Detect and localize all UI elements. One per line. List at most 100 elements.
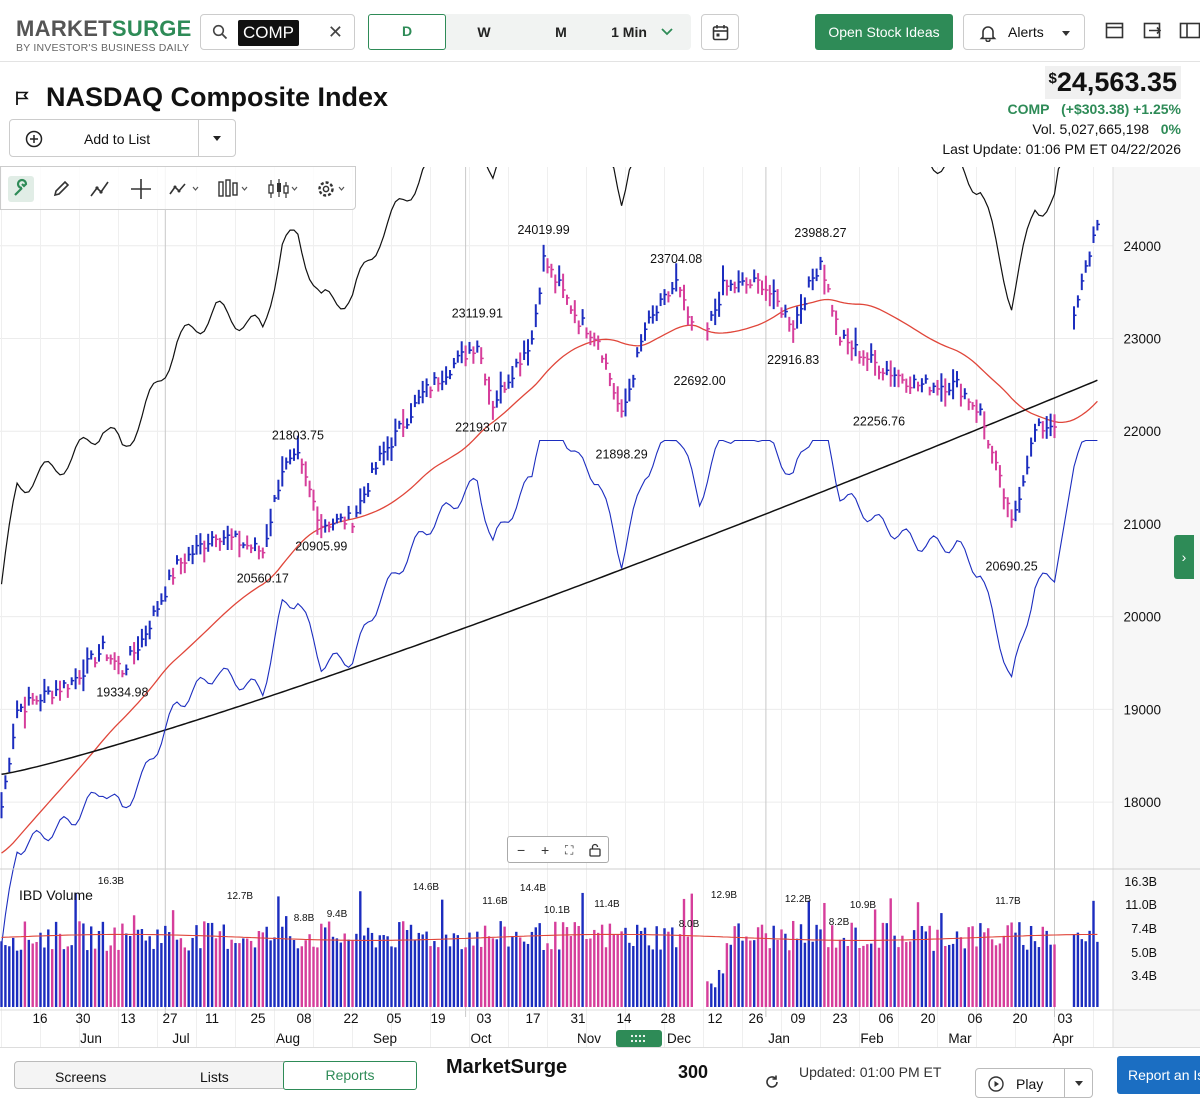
volume-bar [66, 946, 69, 1007]
grip-dot [638, 1034, 642, 1038]
volume-bar [179, 938, 183, 1007]
report-issue-button[interactable]: Report an Issue [1117, 1056, 1200, 1094]
volume-bar [339, 942, 342, 1007]
add-to-list-button[interactable]: Add to List [9, 119, 236, 157]
refresh-icon[interactable] [764, 1074, 780, 1090]
volume-bar [940, 913, 943, 1007]
period-1min-button[interactable]: 1 Min [611, 24, 647, 40]
security-name: NASDAQ Composite Index [46, 82, 389, 112]
volume-annotation-label: 11.6B [482, 896, 508, 907]
export-icon[interactable] [1143, 22, 1163, 39]
volume-bar [1037, 947, 1041, 1007]
tab-reports[interactable]: Reports [283, 1061, 417, 1090]
volume-bar [854, 927, 857, 1007]
add-to-list-dropdown-icon[interactable] [213, 136, 221, 141]
calendar-button[interactable] [701, 14, 739, 50]
chevron-down-icon[interactable] [661, 28, 673, 36]
volume-bar [522, 941, 526, 1007]
volume-bar [573, 922, 576, 1007]
fit-screen-icon[interactable]: ⛶ [565, 843, 574, 857]
logo-subtitle: BY INVESTOR'S BUSINESS DAILY [16, 42, 190, 54]
clear-search-icon[interactable]: ✕ [327, 22, 343, 42]
volume-bar [160, 943, 163, 1007]
volume-annotation-label: 12.7B [227, 891, 253, 902]
volume-bar [768, 948, 771, 1007]
zoom-out-button[interactable]: − [517, 842, 526, 858]
marketsurge-logo[interactable]: MARKETSURGE BY INVESTOR'S BUSINESS DAILY [16, 16, 192, 55]
volume-bar [19, 949, 23, 1007]
tab-lists[interactable]: Lists [200, 1069, 229, 1085]
volume-bar [1010, 922, 1013, 1007]
wrench-tool-button[interactable] [8, 176, 34, 202]
period-daily-button[interactable]: D [368, 14, 446, 50]
volume-tick-label: 7.4B [1131, 922, 1157, 936]
volume-bar [604, 947, 608, 1007]
volume-bar [413, 939, 417, 1007]
currency-symbol: $ [1048, 70, 1057, 87]
symbol-search-input[interactable]: COMP ✕ [200, 14, 355, 50]
panel-title: MarketSurge [446, 1056, 568, 1078]
volume-bar [893, 935, 896, 1007]
logo-text-market: MARKET [16, 16, 112, 41]
volume-bar [632, 945, 635, 1007]
period-weekly-button[interactable]: W [477, 24, 491, 40]
volume-bar [58, 933, 62, 1007]
volume-bar [776, 939, 779, 1007]
volume-bar [870, 943, 873, 1007]
volume-bar [171, 910, 175, 1007]
volume-bar [1033, 941, 1037, 1007]
play-dropdown-icon[interactable] [1075, 1081, 1083, 1086]
x-day-label: 20 [1012, 1011, 1027, 1026]
x-month-label: Nov [577, 1031, 601, 1046]
bar-style-tool-button[interactable] [216, 176, 248, 202]
price-tick-label: 21000 [1123, 517, 1161, 532]
zoom-in-button[interactable]: + [541, 842, 550, 858]
volume-bar [636, 924, 639, 1007]
price-chart[interactable]: 24000 23000 22000 21000 20000 19000 18000 19334… [0, 167, 1200, 1047]
volume-bar [663, 928, 666, 1007]
unlock-icon[interactable] [588, 843, 602, 857]
price-annotation-label: 19334.98 [96, 685, 148, 699]
symbol-value: COMP [238, 20, 299, 46]
volume-bar [144, 940, 147, 1007]
alerts-button[interactable]: Alerts [963, 14, 1085, 50]
volume-bar [464, 947, 467, 1007]
bottom-panel: Screens Lists Reports MarketSurge 300 Up… [0, 1047, 1200, 1098]
candles-tool-button[interactable] [266, 176, 298, 202]
volume-bar [0, 941, 3, 1007]
volume-bar [1006, 925, 1009, 1007]
play-button[interactable]: Play [975, 1068, 1093, 1098]
volume-bar [351, 940, 354, 1007]
window-icon[interactable] [1105, 22, 1124, 39]
crosshair-tool-button[interactable] [128, 176, 154, 202]
price-annotation-label: 22916.83 [767, 353, 819, 367]
settings-tool-button[interactable] [314, 176, 345, 202]
grip-dot [634, 1039, 638, 1043]
period-monthly-button[interactable]: M [555, 24, 567, 40]
tab-screens[interactable]: Screens [55, 1069, 107, 1085]
volume-bar [651, 949, 654, 1007]
volume-bar [1018, 922, 1021, 1007]
patterns-tool-button[interactable] [166, 176, 199, 202]
volume-bar [788, 950, 791, 1007]
pencil-tool-button[interactable] [48, 176, 74, 202]
x-day-label: 20 [920, 1011, 935, 1026]
grip-dot [630, 1039, 634, 1043]
volume-bar [222, 924, 225, 1007]
volume-bar [35, 941, 38, 1007]
volume-bar [495, 939, 498, 1007]
trendline-tool-button[interactable] [86, 176, 112, 202]
open-stock-ideas-button[interactable]: Open Stock Ideas [815, 14, 953, 50]
volume-bar [924, 931, 927, 1007]
side-panel-toggle[interactable]: › [1174, 535, 1194, 579]
volume-bar [916, 902, 920, 1007]
volume-bar [546, 943, 549, 1007]
volume-bar [300, 946, 303, 1007]
volume-bar [8, 946, 11, 1007]
volume-bar [811, 941, 814, 1007]
flag-icon[interactable] [14, 90, 30, 106]
last-price: $24,563.35 [1044, 66, 1181, 99]
volume-bar [558, 949, 561, 1007]
layout-icon[interactable] [1179, 22, 1200, 39]
volume-bar [355, 933, 358, 1007]
